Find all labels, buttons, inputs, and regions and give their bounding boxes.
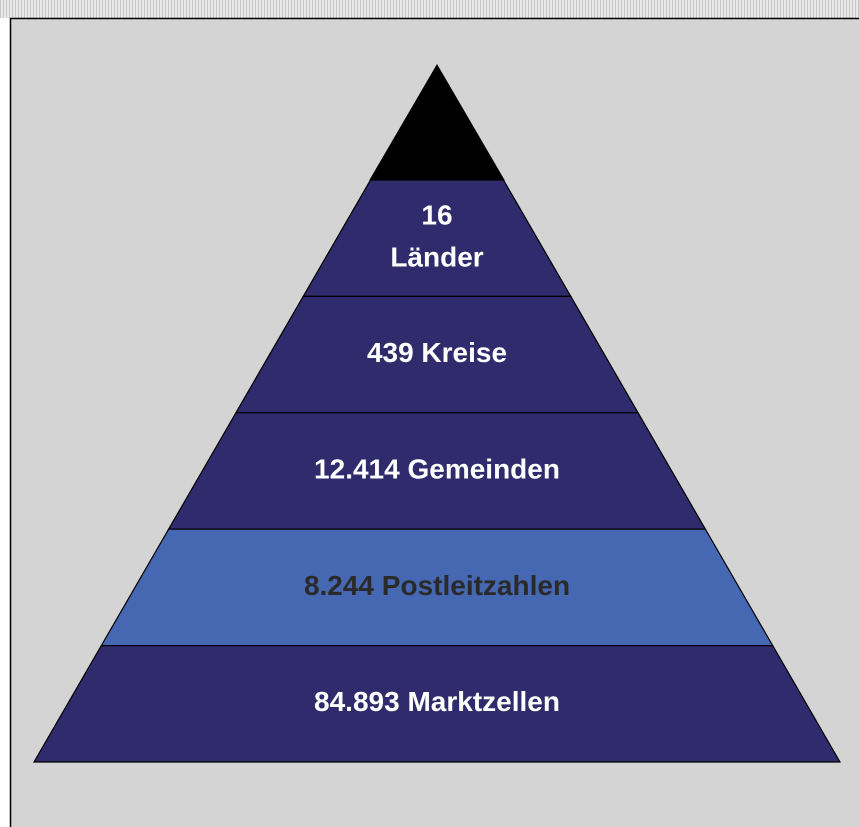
level-label: Länder bbox=[390, 242, 483, 273]
level-label: 16 bbox=[421, 200, 452, 231]
level-label: 8.244 Postleitzahlen bbox=[304, 570, 570, 601]
top-strip bbox=[0, 0, 859, 18]
pyramid-level bbox=[32, 644, 842, 763]
level-label: 12.414 Gemeinden bbox=[314, 453, 560, 484]
level-label: 439 Kreise bbox=[367, 337, 507, 368]
level-label: 84.893 Marktzellen bbox=[314, 686, 560, 717]
